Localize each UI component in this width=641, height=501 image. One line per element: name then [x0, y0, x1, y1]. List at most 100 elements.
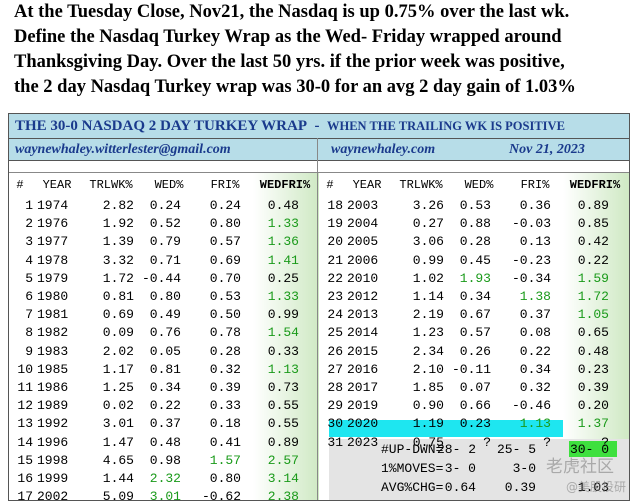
table-cell: 2002 [37, 489, 69, 501]
table-cell: 3.01 [149, 489, 181, 501]
table-cell: 0.81 [102, 289, 134, 304]
table-cell: 0.48 [149, 434, 181, 450]
table-cell: 0.33 [209, 398, 241, 414]
table-cell: 2.38 [267, 489, 299, 501]
table-cell: 1.93 [459, 270, 491, 286]
table-cell: -0.11 [451, 361, 491, 377]
table-cell: 1976 [37, 216, 69, 232]
table-cell: 0.69 [102, 307, 134, 323]
table-cell: 0.41 [209, 434, 241, 450]
table-cell: 0.09 [102, 325, 134, 341]
table-cell: 1.85 [412, 380, 444, 395]
table-cell: 21 [327, 252, 343, 268]
table-cell: 2017 [347, 380, 379, 395]
table-cell: 0.48 [267, 198, 299, 213]
table-cell: 28 [327, 380, 343, 395]
table-cell: 2.02 [102, 343, 134, 359]
table-cell: 1986 [37, 380, 69, 395]
table-cell: 3.14 [267, 471, 299, 486]
table-cell: 1.23 [412, 325, 444, 341]
table-cell: 0.42 [577, 234, 609, 250]
table-cell: 8 [25, 325, 33, 341]
table-cell: 0.36 [519, 198, 551, 213]
table-cell: 1998 [37, 452, 69, 468]
table-cell: 1.13 [267, 361, 299, 377]
table-cell: 0.39 [577, 380, 609, 395]
table-cell: 0.07 [459, 380, 491, 395]
table-cell: 0.33 [267, 343, 299, 359]
table-cell: 0.27 [412, 216, 444, 232]
table-cell: 2003 [347, 198, 379, 213]
summary-value: 3- 0 [444, 461, 476, 476]
table-cell: 29 [327, 398, 343, 414]
column-header: WEDFRI% [259, 178, 311, 192]
table-cell: 3.01 [102, 416, 134, 432]
divider [9, 138, 629, 139]
table-cell: 1.25 [102, 380, 134, 395]
column-header: YEAR [352, 178, 382, 192]
table-cell: 1.14 [412, 289, 444, 304]
table-cell: 0.88 [459, 216, 491, 232]
table-cell: 1.54 [267, 325, 299, 341]
table-cell: 0.49 [149, 307, 181, 323]
table-cell: 1.33 [267, 216, 299, 232]
summary-value: 28- 2 [436, 442, 476, 457]
summary-label: AVG%CHG= [381, 480, 444, 495]
table-cell: 12 [17, 398, 33, 414]
table-cell: 1.17 [102, 361, 134, 377]
table-cell: 0.81 [149, 361, 181, 377]
table-cell: 0.05 [149, 343, 181, 359]
title: THE 30-0 NASDAQ 2 DAY TURKEY WRAP [15, 118, 307, 134]
table-cell: 1.47 [102, 434, 134, 450]
email: waynewhaley.witterlester@gmail.com [15, 142, 231, 157]
table-cell: 22 [327, 270, 343, 286]
table-cell: 0.18 [209, 416, 241, 432]
table-cell: ? [601, 434, 609, 450]
highlight-column [253, 172, 319, 500]
table-cell: 10 [17, 361, 33, 377]
table-cell: 30 [327, 416, 343, 432]
table-cell: 17 [17, 489, 33, 501]
table-cell: 1985 [37, 361, 69, 377]
table-cell: 0.85 [577, 216, 609, 232]
table-cell: 1.41 [267, 252, 299, 268]
table-cell: 24 [327, 307, 343, 323]
table-cell: 2.34 [412, 343, 444, 359]
table-cell: 0.78 [209, 325, 241, 341]
table-cell: 0.13 [519, 234, 551, 250]
table: THE 30-0 NASDAQ 2 DAY TURKEY WRAP - WHEN… [8, 113, 630, 501]
table-cell: -0.34 [511, 270, 551, 286]
table-cell: 1983 [37, 343, 69, 359]
website: waynewhaley.com [331, 142, 436, 157]
table-cell: 0.55 [267, 398, 299, 414]
table-cell: 0.99 [267, 307, 299, 323]
table-cell: 0.34 [519, 361, 551, 377]
current-row-highlight [329, 420, 563, 437]
table-cell: 1.37 [577, 416, 609, 432]
table-cell: 1.72 [102, 270, 134, 286]
column-header: WED% [464, 178, 494, 192]
table-cell: 0.65 [577, 325, 609, 341]
column-header: # [16, 178, 24, 192]
table-cell: 11 [17, 380, 33, 395]
column-header: FRI% [520, 178, 550, 192]
summary-value: 3-0 [512, 461, 536, 476]
table-cell: 6 [25, 289, 33, 304]
table-cell: -0.62 [201, 489, 241, 501]
table-cell: 7 [25, 307, 33, 323]
table-cell: 0.66 [459, 398, 491, 414]
table-cell: 0.89 [267, 434, 299, 450]
table-cell: 1989 [37, 398, 69, 414]
table-cell: 0.02 [102, 398, 134, 414]
table-cell: 1.36 [267, 234, 299, 250]
table-cell: ? [483, 434, 491, 450]
table-cell: 20 [327, 234, 343, 250]
table-cell: 0.99 [412, 252, 444, 268]
table-cell: 0.37 [149, 416, 181, 432]
table-cell: 2.19 [412, 307, 444, 323]
table-cell: 0.20 [577, 398, 609, 414]
table-cell: 1996 [37, 434, 69, 450]
table-cell: 0.34 [149, 380, 181, 395]
table-cell: 0.23 [459, 416, 491, 432]
